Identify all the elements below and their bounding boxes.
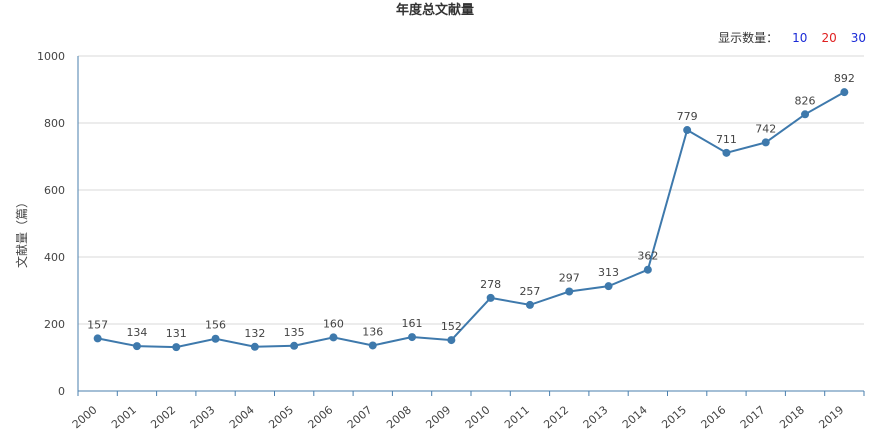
data-point bbox=[329, 333, 338, 342]
data-label: 132 bbox=[244, 327, 265, 340]
data-label: 297 bbox=[559, 272, 580, 285]
data-point bbox=[565, 287, 574, 296]
data-point bbox=[486, 293, 495, 302]
x-tick-label: 2001 bbox=[109, 403, 139, 431]
data-point bbox=[93, 334, 102, 343]
data-point bbox=[722, 148, 731, 157]
y-tick-label: 600 bbox=[44, 184, 65, 197]
x-tick-label: 2010 bbox=[463, 403, 493, 431]
x-tick-label: 2013 bbox=[581, 403, 611, 431]
x-tick-label: 2009 bbox=[423, 403, 453, 431]
data-labels: 157 134 131 156 132 135 160 136 161 152 278 257 297 3… bbox=[87, 72, 855, 340]
x-tick-label: 2017 bbox=[738, 403, 768, 431]
data-point bbox=[447, 336, 456, 345]
x-tick-label: 2016 bbox=[699, 403, 729, 431]
data-point bbox=[368, 341, 377, 350]
data-label: 152 bbox=[441, 320, 462, 333]
x-tick-label: 2002 bbox=[148, 403, 178, 431]
y-tick-label: 200 bbox=[44, 318, 65, 331]
grid-lines bbox=[78, 55, 864, 325]
x-tick-label: 2015 bbox=[659, 403, 689, 431]
data-point bbox=[761, 138, 770, 147]
x-tick-labels: 2000 2001 2002 2003 2004 2005 2006 2007 2008 2009… bbox=[70, 403, 847, 431]
data-label: 711 bbox=[716, 133, 737, 146]
data-label: 156 bbox=[205, 319, 226, 332]
x-tick-label: 2019 bbox=[816, 403, 846, 431]
count-option-30[interactable]: 30 bbox=[850, 30, 866, 45]
data-label: 313 bbox=[598, 266, 619, 279]
count-option-10[interactable]: 10 bbox=[792, 30, 808, 45]
data-label: 779 bbox=[677, 110, 698, 123]
data-label: 892 bbox=[834, 72, 855, 85]
x-tick-label: 2014 bbox=[620, 403, 650, 431]
y-tick-label: 1000 bbox=[37, 50, 65, 63]
x-tick-label: 2000 bbox=[70, 403, 100, 431]
data-label: 362 bbox=[637, 250, 658, 263]
data-point bbox=[840, 88, 849, 97]
x-tick-label: 2011 bbox=[502, 403, 532, 431]
chart-title: 年度总文献量 bbox=[395, 3, 474, 18]
x-tick-label: 2007 bbox=[345, 403, 375, 431]
data-point bbox=[211, 334, 220, 343]
x-tick-label: 2018 bbox=[777, 403, 807, 431]
data-point bbox=[290, 341, 299, 350]
data-label: 131 bbox=[166, 327, 187, 340]
x-tick-label: 2005 bbox=[266, 403, 296, 431]
data-label: 157 bbox=[87, 318, 108, 331]
y-tick-label: 0 bbox=[58, 385, 65, 398]
count-option-20[interactable]: 20 bbox=[821, 30, 837, 45]
data-label: 135 bbox=[284, 326, 305, 339]
data-point bbox=[250, 342, 259, 351]
y-axis-label: 文献量（篇） bbox=[14, 196, 29, 268]
data-point bbox=[408, 333, 417, 342]
data-point bbox=[132, 342, 141, 351]
data-label: 136 bbox=[362, 325, 383, 338]
x-tick-label: 2006 bbox=[306, 403, 336, 431]
y-tick-label: 400 bbox=[44, 251, 65, 264]
data-label: 257 bbox=[519, 285, 540, 298]
count-selector-label: 显示数量： bbox=[718, 31, 779, 45]
data-point bbox=[801, 110, 810, 119]
count-selector: 显示数量： 10 20 30 bbox=[718, 29, 866, 46]
x-tick-label: 2012 bbox=[541, 403, 571, 431]
x-tick-label: 2008 bbox=[384, 403, 414, 431]
data-point bbox=[172, 343, 181, 352]
data-point bbox=[683, 126, 692, 135]
data-label: 742 bbox=[755, 122, 776, 135]
data-point bbox=[525, 300, 534, 309]
data-label: 278 bbox=[480, 278, 501, 291]
y-tick-label: 800 bbox=[44, 117, 65, 130]
data-label: 134 bbox=[126, 326, 147, 339]
data-label: 160 bbox=[323, 317, 344, 330]
data-point bbox=[604, 282, 613, 291]
series-line bbox=[97, 91, 845, 349]
axes bbox=[77, 56, 865, 396]
y-tick-labels: 0 200 400 600 800 1000 bbox=[37, 50, 65, 398]
data-point bbox=[643, 265, 652, 274]
data-points bbox=[93, 88, 849, 352]
x-tick-label: 2004 bbox=[227, 403, 257, 431]
x-tick-label: 2003 bbox=[188, 403, 218, 431]
data-label: 161 bbox=[402, 317, 423, 330]
data-label: 826 bbox=[795, 94, 816, 107]
